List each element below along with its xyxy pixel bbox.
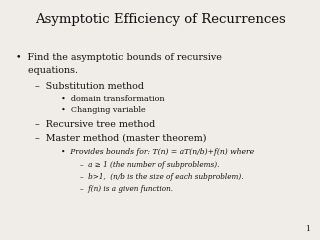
Text: Asymptotic Efficiency of Recurrences: Asymptotic Efficiency of Recurrences [35,13,285,26]
Text: •  Provides bounds for: T(n) = aT(n/b)+f(n) where: • Provides bounds for: T(n) = aT(n/b)+f(… [61,148,254,156]
Text: equations.: equations. [16,66,78,75]
Text: –  b>1,  (n/b is the size of each subproblem).: – b>1, (n/b is the size of each subprobl… [80,173,244,181]
Text: •  Find the asymptotic bounds of recursive: • Find the asymptotic bounds of recursiv… [16,53,222,62]
Text: –  Recursive tree method: – Recursive tree method [35,120,156,129]
Text: –  Master method (master theorem): – Master method (master theorem) [35,133,207,142]
Text: •  Changing variable: • Changing variable [61,106,146,114]
Text: –  Substitution method: – Substitution method [35,82,144,90]
Text: 1: 1 [306,225,310,233]
Text: –  f(n) is a given function.: – f(n) is a given function. [80,185,173,193]
Text: •  domain transformation: • domain transformation [61,95,164,102]
Text: –  a ≥ 1 (the number of subproblems).: – a ≥ 1 (the number of subproblems). [80,161,220,169]
